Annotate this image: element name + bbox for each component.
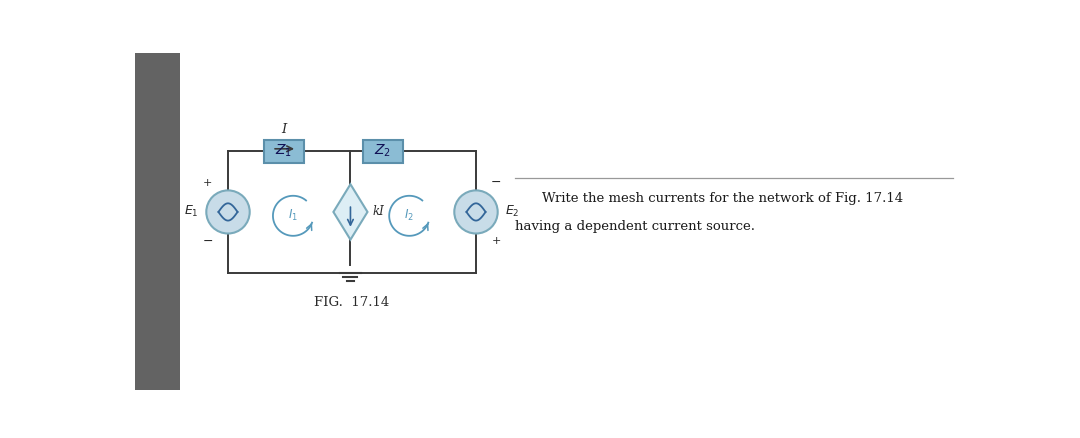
Circle shape	[206, 191, 249, 233]
FancyBboxPatch shape	[363, 140, 403, 162]
Text: FIG.  17.14: FIG. 17.14	[314, 296, 390, 308]
Text: I: I	[281, 123, 286, 136]
FancyBboxPatch shape	[264, 140, 303, 162]
Polygon shape	[334, 184, 367, 240]
Text: kI: kI	[373, 205, 383, 219]
Text: $I_2$: $I_2$	[404, 208, 415, 223]
Text: −: −	[491, 176, 501, 189]
Text: $I_1$: $I_1$	[288, 208, 298, 223]
Text: −: −	[203, 235, 213, 248]
Text: +: +	[203, 178, 213, 188]
Text: having a dependent current source.: having a dependent current source.	[515, 219, 755, 233]
Text: Write the mesh currents for the network of Fig. 17.14: Write the mesh currents for the network …	[542, 192, 903, 205]
Text: $E_2$: $E_2$	[505, 205, 519, 219]
Bar	[135, 53, 180, 390]
Circle shape	[455, 191, 498, 233]
Text: +: +	[491, 236, 501, 246]
Text: $E_1$: $E_1$	[184, 205, 199, 219]
Text: $Z_1$: $Z_1$	[275, 143, 293, 159]
Text: $Z_2$: $Z_2$	[375, 143, 392, 159]
